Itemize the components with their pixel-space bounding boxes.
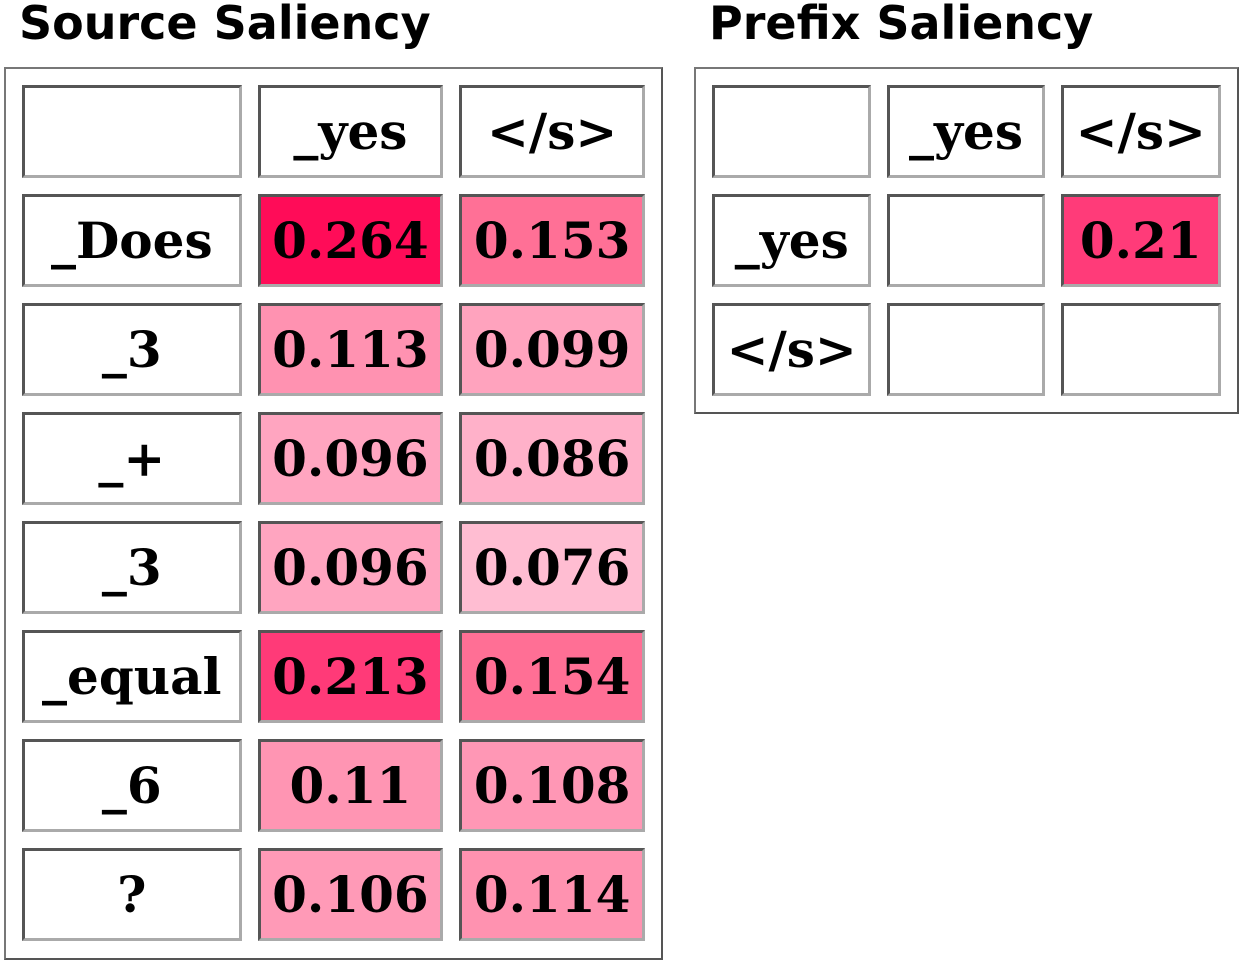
- saliency-cell: [887, 303, 1045, 396]
- column-header: </s>: [459, 85, 645, 178]
- saliency-cell: 0.096: [257, 521, 444, 614]
- saliency-cell: 0.113: [257, 303, 444, 396]
- table-row: _6 0.11 0.108: [22, 739, 645, 832]
- header-row: _yes </s>: [712, 85, 1221, 178]
- source-saliency-panel: _yes </s> _Does 0.264 0.153 _3 0.113 0.0…: [4, 67, 663, 960]
- row-header: ?: [22, 848, 242, 941]
- saliency-cell: 0.086: [459, 412, 645, 505]
- row-header: _yes: [712, 194, 872, 287]
- table-row: _equal 0.213 0.154: [22, 630, 645, 723]
- column-header: _yes: [257, 85, 444, 178]
- row-header: _+: [22, 412, 242, 505]
- saliency-cell: 0.076: [459, 521, 645, 614]
- saliency-cell: 0.114: [459, 848, 645, 941]
- prefix-saliency-title: Prefix Saliency: [709, 0, 1094, 50]
- table-row: _yes 0.21: [712, 194, 1221, 287]
- row-header: </s>: [712, 303, 872, 396]
- saliency-cell: 0.108: [459, 739, 645, 832]
- saliency-cell: 0.213: [257, 630, 444, 723]
- saliency-cell: [887, 194, 1045, 287]
- table-row: _3 0.113 0.099: [22, 303, 645, 396]
- table-row: _+ 0.096 0.086: [22, 412, 645, 505]
- source-saliency-table: _yes </s> _Does 0.264 0.153 _3 0.113 0.0…: [6, 69, 661, 957]
- corner-cell: [22, 85, 242, 178]
- saliency-cell: 0.096: [257, 412, 444, 505]
- saliency-cell: 0.153: [459, 194, 645, 287]
- prefix-saliency-panel: _yes </s> _yes 0.21 </s>: [694, 67, 1239, 414]
- table-row: </s>: [712, 303, 1221, 396]
- row-header: _Does: [22, 194, 242, 287]
- row-header: _equal: [22, 630, 242, 723]
- source-saliency-title: Source Saliency: [19, 0, 431, 50]
- column-header: _yes: [887, 85, 1045, 178]
- saliency-cell: 0.154: [459, 630, 645, 723]
- saliency-cell: 0.106: [257, 848, 444, 941]
- prefix-saliency-table: _yes </s> _yes 0.21 </s>: [696, 69, 1237, 412]
- column-header: </s>: [1060, 85, 1221, 178]
- saliency-cell: 0.099: [459, 303, 645, 396]
- row-header: _3: [22, 303, 242, 396]
- row-header: _6: [22, 739, 242, 832]
- table-row: ? 0.106 0.114: [22, 848, 645, 941]
- saliency-cell: [1060, 303, 1221, 396]
- table-row: _3 0.096 0.076: [22, 521, 645, 614]
- table-row: _Does 0.264 0.153: [22, 194, 645, 287]
- row-header: _3: [22, 521, 242, 614]
- saliency-cell: 0.264: [257, 194, 444, 287]
- saliency-cell: 0.11: [257, 739, 444, 832]
- corner-cell: [712, 85, 872, 178]
- saliency-cell: 0.21: [1060, 194, 1221, 287]
- header-row: _yes </s>: [22, 85, 645, 178]
